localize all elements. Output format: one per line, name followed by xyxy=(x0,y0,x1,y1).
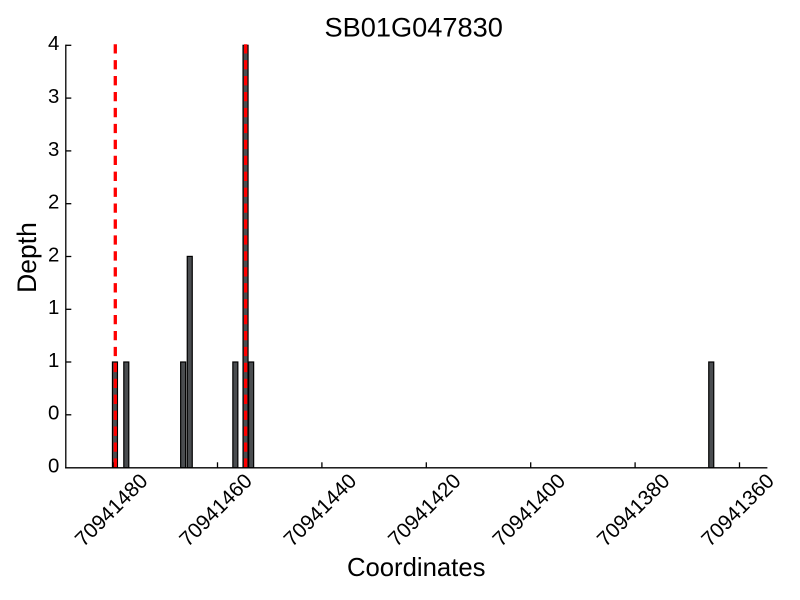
svg-text:4: 4 xyxy=(48,33,59,55)
svg-text:SB01G047830: SB01G047830 xyxy=(325,12,503,43)
svg-text:0: 0 xyxy=(48,403,59,425)
svg-text:0: 0 xyxy=(48,456,59,478)
svg-text:3: 3 xyxy=(48,86,59,108)
svg-text:1: 1 xyxy=(48,350,59,372)
svg-text:3: 3 xyxy=(48,139,59,161)
svg-text:1: 1 xyxy=(48,297,59,319)
svg-text:Depth: Depth xyxy=(12,222,42,293)
svg-text:2: 2 xyxy=(48,192,59,214)
svg-text:2: 2 xyxy=(48,244,59,266)
svg-text:Coordinates: Coordinates xyxy=(347,554,486,582)
